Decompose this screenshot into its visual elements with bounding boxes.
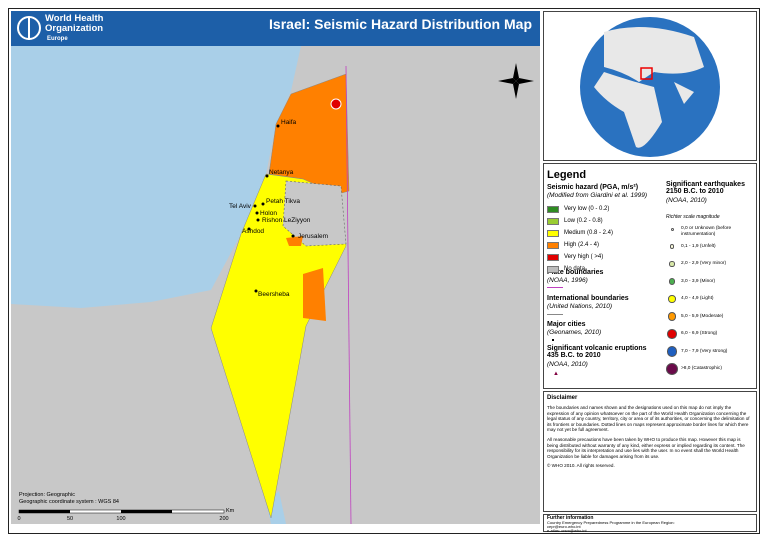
city-label: Holon [260,210,277,217]
legend: Legend Seismic hazard (PGA, m/s²) (Modif… [543,163,757,389]
borders-source: (United Nations, 2010) [547,303,613,310]
quake-symbol [668,295,676,303]
disclaimer-text: © WHO 2010. All rights reserved. [547,463,615,469]
city-label: Beersheba [258,291,290,298]
hazard-label: Very low (0 - 0.2) [564,206,610,212]
city-symbol [552,339,554,341]
globe-panel [543,11,757,161]
hazard-swatch [547,254,559,261]
info-line: Country Emergency Preparedness Programme… [547,520,675,525]
quake-label: 2,0 - 2,9 (Very minor) [681,261,727,266]
info-title: Further information [547,515,594,521]
hazard-label: Low (0.2 - 0.8) [564,218,603,224]
quake-symbol [666,363,678,375]
quake-label: 7,0 - 7,9 (Very strong) [681,348,728,354]
plates-source: (NOAA, 1996) [547,277,588,284]
quake-label: 0,0 or Unknown (before instrumentation) [681,226,732,237]
hazard-label: Medium (0.8 - 2.4) [564,230,614,236]
quake-symbol [666,346,678,357]
info-line: e-atlas: crsm@who.int [547,528,587,534]
border-line [547,314,563,315]
quake-label: 0,1 - 1,9 (Unfelt) [681,243,716,249]
quake-symbol [667,312,677,321]
globe [580,17,720,157]
scale-label: 200 [219,516,228,522]
quake-label: 6,0 - 6,9 (Strong) [681,331,718,336]
city-label: Tel Aviv [229,203,252,210]
quake-symbol [669,244,675,249]
cities-title: Major cities [547,321,586,328]
disclaimer: Disclaimer The boundaries and names show… [543,391,757,512]
disclaimer-title: Disclaimer [547,395,578,401]
city-label: Jerusalem [298,233,328,240]
quake-label: 5,0 - 5,9 (Moderate) [681,313,724,319]
hazard-swatch [547,266,559,273]
projection: Projection: Geographic [19,492,75,498]
coordinate-system: Geographic coordinate system : WGS 84 [19,499,119,505]
title: Israel: Seismic Hazard Distribution Map [269,16,532,32]
hazard-swatch [547,218,559,225]
hazard-source: (Modified from Giardini et al. 1999) [547,192,648,199]
who-logo [17,16,41,40]
north-arrow [498,63,534,99]
region: Europe [47,36,68,42]
borders-title: International boundaries [547,295,629,302]
quake-symbol [670,227,674,231]
hazard-swatch [547,242,559,249]
hazard-swatch [547,206,559,213]
disclaimer-text: The boundaries and names shown and the d… [547,405,750,433]
quake-symbol [667,329,677,339]
volcano-title: Significant volcanic eruptions 435 B.C. … [547,345,647,359]
scale-label: 0 [17,516,20,522]
volcano-symbol: ▲ [553,371,559,377]
quake-scale: Richter scale magnitude [666,214,720,220]
quake-symbol [669,261,675,267]
hazard-swatch [547,230,559,237]
city-label: Netanya [269,169,294,176]
plates-title: Plate boundaries [547,269,604,276]
hazard-title: Seismic hazard (PGA, m/s²) [547,184,639,191]
org-name: World Health Organization [45,13,104,34]
further-info: Further information Country Emergency Pr… [543,514,757,534]
hazard-label: High (2.4 - 4) [564,242,600,248]
city-dots [247,124,295,293]
city-label: Rishon LeZiyyon [262,217,311,224]
city-label: Petah Tikva [266,198,300,205]
scale-label: 50 [67,516,73,522]
legend-title: Legend [547,169,587,181]
quake-source: (NOAA, 2010) [666,197,707,204]
quake-label: 4,0 - 4,9 (Light) [681,296,714,301]
quake-title: Significant earthquakes 2150 B.C. to 201… [666,181,745,195]
map: Haifa Netanya Tel Aviv Petah Tikva HolonRish… [11,46,540,524]
hazard-label: Very high ( >4) [564,254,604,260]
scale-unit: Km [226,508,235,514]
header: World Health Organization Europe Israel:… [11,11,540,46]
scale-label: 100 [116,516,125,522]
disclaimer-text: All reasonable precautions have been tak… [547,436,745,459]
quake-symbol [668,278,676,285]
city-label: Haifa [281,119,297,126]
city-label: Ashdod [242,228,264,235]
info-line: cepr@euro.who.int [547,524,581,530]
hazard-label: No data [564,266,586,272]
quake-label: >8,0 (Catastrophic) [681,366,722,371]
quake-label: 3,0 - 3,9 (Minor) [681,278,716,284]
cities-source: (Geonames, 2010) [547,329,602,336]
volcano-source: (NOAA, 2010) [547,361,588,368]
plate-line [547,287,563,288]
